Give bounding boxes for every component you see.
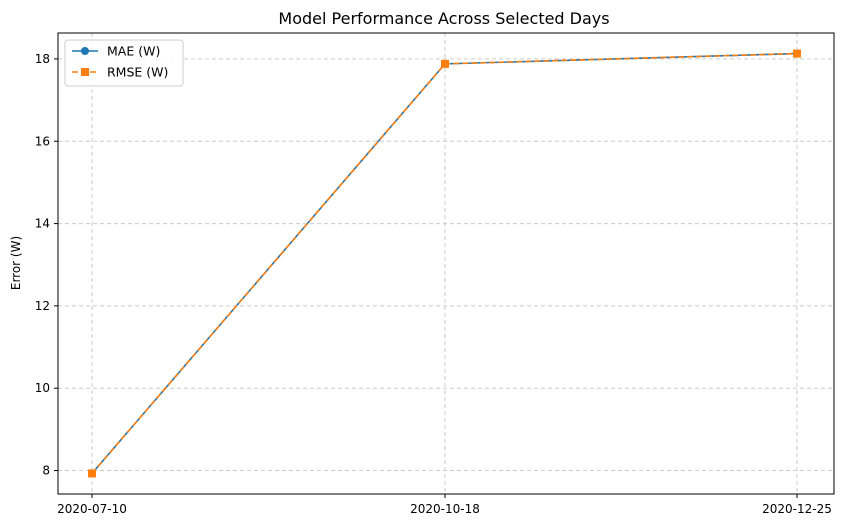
y-tick-label: 10 <box>35 381 50 395</box>
plot-area-frame <box>57 32 835 495</box>
y-tick-label: 18 <box>35 52 50 66</box>
legend-label: RMSE (W) <box>107 65 168 80</box>
legend: MAE (W) RMSE (W) <box>64 39 184 87</box>
y-tick-label: 14 <box>35 217 50 231</box>
x-axis-ticks: 2020-07-10 2020-10-18 2020-12-25 <box>57 494 832 516</box>
chart-title: Model Performance Across Selected Days <box>278 9 609 28</box>
legend-marker <box>81 68 89 76</box>
x-tick-label: 2020-10-18 <box>410 502 480 516</box>
y-tick-label: 12 <box>35 299 50 313</box>
x-tick-label: 2020-07-10 <box>57 502 127 516</box>
y-grid <box>58 58 834 472</box>
y-axis-label: Error (W) <box>9 236 23 290</box>
legend-marker <box>81 47 89 55</box>
y-axis-ticks: 8 10 12 14 16 18 <box>35 52 58 478</box>
y-tick-label: 16 <box>35 134 50 148</box>
legend-label: MAE (W) <box>107 44 160 59</box>
y-tick-label: 8 <box>42 464 50 478</box>
data-point <box>441 59 449 68</box>
data-point <box>793 49 801 58</box>
x-tick-label: 2020-12-25 <box>762 502 832 516</box>
series-layer <box>88 49 801 478</box>
data-point <box>88 469 96 478</box>
